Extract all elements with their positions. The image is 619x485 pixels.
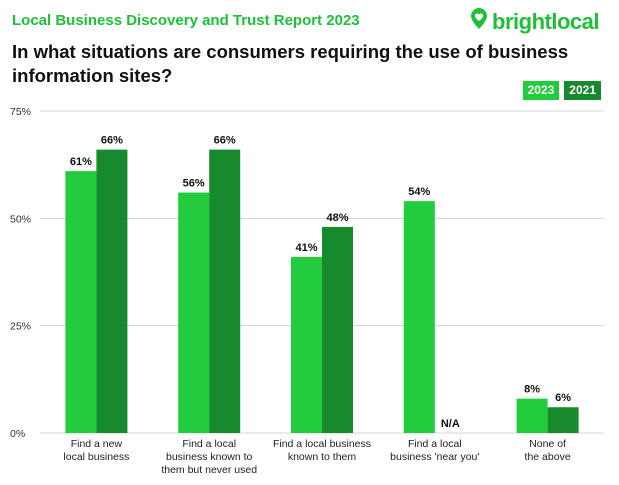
data-label-2021-3: N/A	[441, 418, 460, 430]
x-tick-label-4: None of	[529, 438, 566, 450]
legend-item-2021: 2021	[564, 81, 601, 100]
data-label-2021-2: 48%	[326, 212, 348, 224]
x-tick-label-3: business 'near you'	[390, 451, 479, 463]
location-heart-icon	[469, 8, 489, 35]
data-label-2021-0: 66%	[101, 135, 123, 147]
bar-2023-4	[516, 398, 548, 433]
bar-2023-1	[178, 192, 210, 433]
y-tick-label: 25%	[10, 321, 31, 333]
bar-2023-0	[65, 171, 97, 433]
bar-2021-0	[96, 149, 128, 433]
brand-logo: brightlocal	[469, 8, 599, 35]
data-label-2023-0: 61%	[70, 156, 92, 168]
x-tick-label-4: the above	[525, 451, 571, 463]
x-tick-label-1: them but never used	[161, 464, 257, 476]
report-title: Local Business Discovery and Trust Repor…	[12, 12, 360, 29]
y-tick-label: 0%	[10, 428, 25, 440]
bar-2023-2	[291, 256, 322, 433]
x-tick-label-0: local business	[63, 451, 129, 463]
x-tick-label-3: Find a local	[408, 438, 462, 450]
data-label-2023-2: 41%	[295, 242, 317, 254]
y-tick-label: 75%	[10, 106, 31, 118]
data-label-2021-1: 66%	[214, 135, 236, 147]
bar-2021-2	[322, 226, 353, 433]
legend-item-2023: 2023	[522, 81, 560, 100]
x-tick-label-1: business known to	[166, 451, 253, 463]
data-label-2023-3: 54%	[408, 186, 430, 198]
x-tick-label-1: Find a local	[182, 438, 236, 450]
y-tick-label: 50%	[10, 213, 31, 225]
bar-2021-4	[547, 407, 579, 433]
x-tick-label-2: Find a local business	[273, 438, 371, 450]
bar-2021-1	[209, 149, 241, 433]
brand-name: brightlocal	[492, 8, 599, 34]
data-label-2023-1: 56%	[183, 178, 205, 190]
bar-2023-3	[403, 201, 435, 433]
data-label-2023-4: 8%	[524, 384, 540, 396]
chart-title: In what situations are consumers requiri…	[12, 41, 569, 86]
data-label-2021-4: 6%	[555, 392, 571, 404]
x-tick-label-2: known to them	[288, 451, 357, 463]
chart-legend: 2023 2021	[522, 81, 601, 100]
x-tick-label-0: Find a new	[71, 438, 123, 450]
